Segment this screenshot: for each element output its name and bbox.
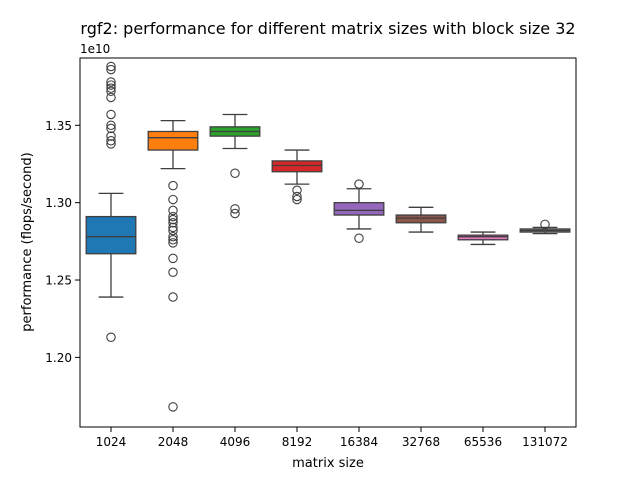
outlier-point: [106, 131, 116, 141]
outlier-point: [106, 109, 116, 120]
outlier-point: [292, 194, 302, 205]
box-65536: [457, 234, 509, 241]
box-16384: [333, 202, 385, 216]
outlier-point: [168, 211, 178, 222]
x-tick-label: 16384: [340, 435, 378, 449]
box-1024: [85, 215, 137, 255]
outlier-point: [106, 136, 116, 146]
outlier-point: [168, 231, 178, 242]
outlier-point: [106, 332, 116, 343]
outlier-point: [230, 208, 240, 219]
outlier-point: [168, 225, 178, 236]
plot-frame: [79, 57, 577, 428]
outlier-point: [168, 205, 178, 216]
outlier-point: [540, 219, 550, 230]
y-tick-label: 1.25: [45, 274, 72, 288]
outlier-point: [292, 191, 302, 202]
outlier-point: [168, 402, 178, 412]
box-8192: [271, 160, 323, 173]
x-tick-label: 4096: [220, 435, 251, 449]
outlier-point: [106, 61, 116, 72]
x-tick-label: 8192: [282, 435, 313, 449]
outlier-point: [106, 123, 116, 134]
outlier-point: [168, 222, 178, 233]
outlier-point: [106, 86, 116, 97]
outlier-point: [106, 64, 116, 75]
outlier-point: [106, 83, 116, 93]
outlier-point: [168, 238, 178, 248]
y-axis-offset-label: 1e10: [80, 42, 110, 56]
y-tick-label: 1.20: [45, 351, 72, 365]
outlier-point: [168, 180, 178, 191]
outlier-point: [230, 204, 240, 214]
x-tick-label: 2048: [158, 435, 189, 449]
outlier-point: [106, 92, 116, 103]
outlier-point: [106, 80, 116, 90]
outlier-point: [292, 185, 302, 196]
y-tick-label: 1.35: [45, 119, 72, 133]
outlier-point: [168, 194, 178, 205]
outlier-point: [168, 267, 178, 278]
outlier-point: [106, 120, 116, 131]
y-tick-label: 1.30: [45, 196, 72, 210]
x-tick-label: 65536: [464, 435, 502, 449]
outlier-point: [168, 218, 178, 228]
outlier-point: [168, 292, 178, 302]
x-tick-label: 32768: [402, 435, 440, 449]
y-axis-label: performance (flops/second): [20, 152, 35, 331]
outlier-point: [106, 139, 116, 149]
outlier-point: [168, 214, 178, 225]
outlier-point: [168, 235, 178, 245]
box-2048: [147, 130, 199, 151]
x-axis-label: matrix size: [292, 456, 364, 471]
outlier-point: [354, 233, 364, 243]
outlier-point: [168, 253, 178, 264]
outlier-point: [106, 77, 116, 87]
box-32768: [395, 214, 447, 224]
x-tick-label: 1024: [96, 435, 127, 449]
outlier-point: [354, 179, 364, 189]
outlier-point: [230, 168, 240, 179]
plot-area: 1.20 1.25 1.30 1.35 1024 2048 4096 8192 16384 327…: [45, 61, 571, 449]
x-tick-label: 131072: [522, 435, 568, 449]
chart-title: rgf2: performance for different matrix s…: [80, 19, 575, 38]
